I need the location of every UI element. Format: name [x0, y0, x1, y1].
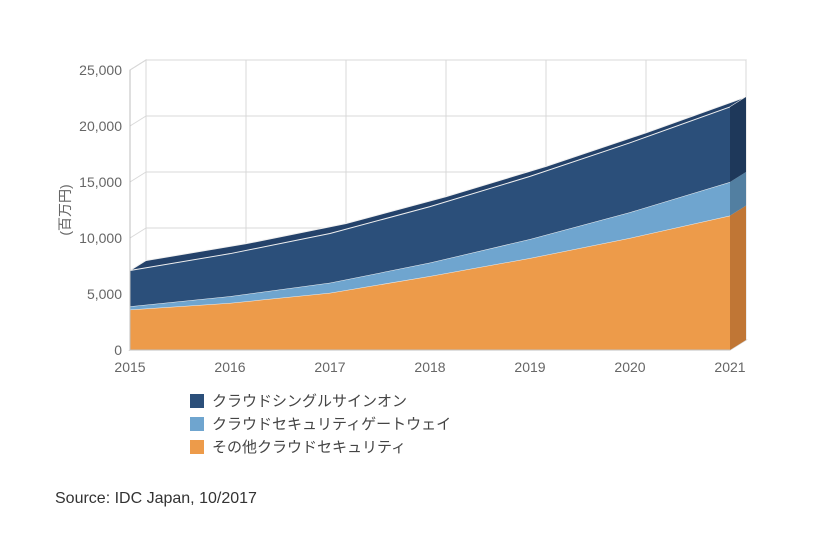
- svg-text:2020: 2020: [614, 359, 645, 375]
- svg-text:2016: 2016: [214, 359, 245, 375]
- svg-text:2021: 2021: [714, 359, 745, 375]
- source-text: Source: IDC Japan, 10/2017: [55, 490, 257, 508]
- legend-label: クラウドセキュリティゲートウェイ: [212, 413, 451, 434]
- legend-item: クラウドシングルサインオン: [190, 390, 451, 411]
- svg-text:10,000: 10,000: [79, 230, 122, 246]
- svg-text:(百万円): (百万円): [57, 184, 73, 235]
- stacked-area-chart: 0 5,000 10,000 15,000 20,000 25,000 2015 2016 20…: [50, 40, 776, 390]
- legend-swatch: [190, 394, 204, 408]
- svg-text:25,000: 25,000: [79, 62, 122, 78]
- chart-container: 0 5,000 10,000 15,000 20,000 25,000 2015 2016 20…: [50, 40, 776, 395]
- legend-item: その他クラウドセキュリティ: [190, 436, 451, 457]
- legend-item: クラウドセキュリティゲートウェイ: [190, 413, 451, 434]
- legend: クラウドシングルサインオンクラウドセキュリティゲートウェイその他クラウドセキュリ…: [190, 390, 451, 459]
- legend-label: その他クラウドセキュリティ: [212, 436, 406, 457]
- svg-text:20,000: 20,000: [79, 118, 122, 134]
- svg-text:2018: 2018: [414, 359, 445, 375]
- legend-label: クラウドシングルサインオン: [212, 390, 407, 411]
- svg-text:2019: 2019: [514, 359, 545, 375]
- svg-text:2015: 2015: [114, 359, 145, 375]
- svg-text:2017: 2017: [314, 359, 345, 375]
- legend-swatch: [190, 417, 204, 431]
- svg-text:15,000: 15,000: [79, 174, 122, 190]
- svg-text:0: 0: [114, 342, 122, 358]
- svg-text:5,000: 5,000: [87, 286, 122, 302]
- legend-swatch: [190, 440, 204, 454]
